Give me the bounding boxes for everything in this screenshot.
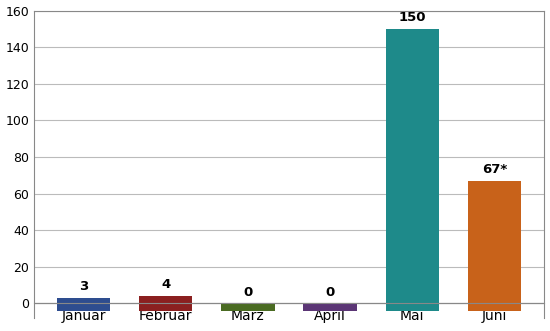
Bar bbox=[139, 296, 192, 311]
Text: 4: 4 bbox=[161, 278, 170, 292]
Text: 0: 0 bbox=[326, 286, 335, 299]
Bar bbox=[386, 29, 439, 311]
Text: 3: 3 bbox=[79, 280, 88, 293]
Bar bbox=[304, 304, 357, 311]
Bar bbox=[468, 181, 521, 311]
Text: 150: 150 bbox=[399, 11, 426, 24]
Text: 67*: 67* bbox=[482, 163, 507, 176]
Text: 0: 0 bbox=[243, 286, 252, 299]
Bar bbox=[221, 304, 274, 311]
Bar bbox=[57, 298, 110, 311]
